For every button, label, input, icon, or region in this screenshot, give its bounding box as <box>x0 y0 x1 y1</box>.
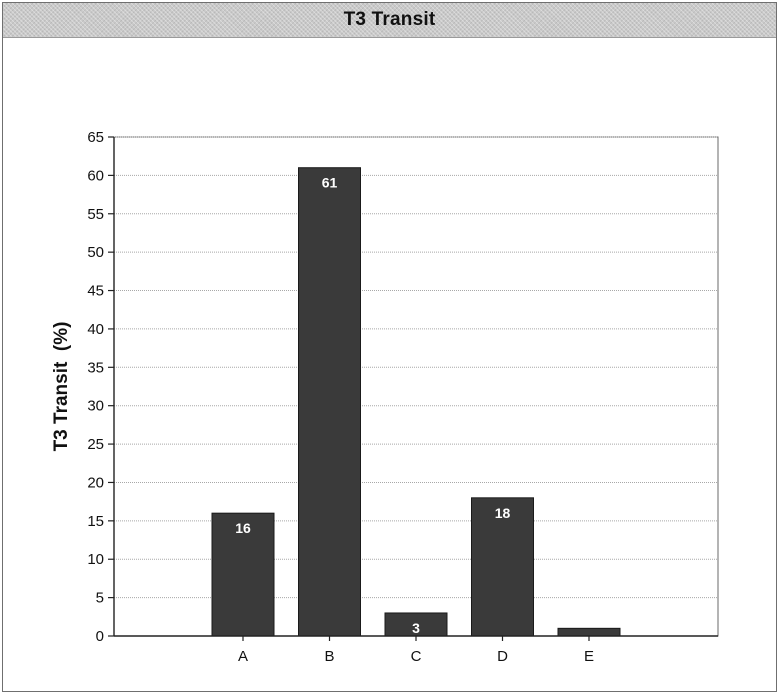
y-tick-label: 65 <box>87 129 104 146</box>
y-tick-label: 35 <box>87 359 104 376</box>
plot-area <box>113 136 719 637</box>
x-tick-label-d: D <box>497 648 508 665</box>
y-tick-label: 30 <box>87 398 104 415</box>
data-label-b: 61 <box>322 175 338 191</box>
data-label-c: 3 <box>412 620 420 636</box>
y-tick-label: 15 <box>87 513 104 530</box>
y-tick-label: 5 <box>96 590 104 607</box>
x-tick-label-e: E <box>584 648 594 665</box>
x-tick-label-a: A <box>238 648 248 665</box>
y-tick-label: 25 <box>87 436 104 453</box>
chart-title: T3 Transit <box>343 9 436 30</box>
bar-b <box>298 167 361 637</box>
grid-lines <box>113 136 719 637</box>
data-label-a: 16 <box>235 520 251 536</box>
axes <box>108 136 718 641</box>
y-tick-label: 10 <box>87 551 104 568</box>
bar-d <box>471 497 534 637</box>
y-tick-label: 45 <box>87 283 104 300</box>
bar-a <box>211 512 275 637</box>
labels: 0 5 10 15 20 25 30 35 40 45 50 55 60 65 A 16 B 61 C 3 D 18 E <box>87 129 594 665</box>
bar-e <box>557 627 621 637</box>
y-tick-label: 50 <box>87 244 104 261</box>
bars <box>211 167 621 637</box>
y-tick-label: 55 <box>87 206 104 223</box>
y-tick-label: 20 <box>87 474 104 491</box>
y-tick-label: 0 <box>96 628 104 645</box>
y-tick-label: 60 <box>87 167 104 184</box>
data-label-d: 18 <box>495 505 511 521</box>
x-tick-label-c: C <box>411 648 422 665</box>
y-axis-label: T3 Transit (%) <box>51 322 72 452</box>
title-bar: T3 Transit <box>3 3 776 38</box>
x-tick-label-b: B <box>324 648 334 665</box>
y-tick-label: 40 <box>87 321 104 338</box>
